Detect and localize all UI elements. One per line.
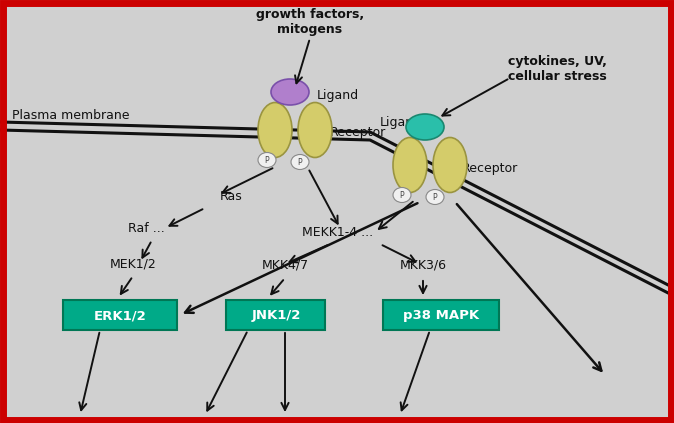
Ellipse shape xyxy=(298,102,332,157)
Text: cytokines, UV,
cellular stress: cytokines, UV, cellular stress xyxy=(508,55,607,83)
Text: Plasma membrane: Plasma membrane xyxy=(12,109,129,121)
Text: MEKK1-4 ...: MEKK1-4 ... xyxy=(302,225,373,239)
Text: Receptor: Receptor xyxy=(462,162,518,175)
Text: MKK4/7: MKK4/7 xyxy=(262,258,309,272)
Ellipse shape xyxy=(393,137,427,192)
Ellipse shape xyxy=(258,102,292,157)
Ellipse shape xyxy=(433,137,467,192)
Text: JNK1/2: JNK1/2 xyxy=(251,310,301,322)
Ellipse shape xyxy=(271,79,309,105)
Text: Raf ...: Raf ... xyxy=(128,222,164,234)
Ellipse shape xyxy=(291,154,309,170)
Text: Ras: Ras xyxy=(220,190,243,203)
Text: growth factors,
mitogens: growth factors, mitogens xyxy=(256,8,364,36)
Text: MEK1/2: MEK1/2 xyxy=(110,258,157,270)
Ellipse shape xyxy=(426,190,444,204)
Text: Ligand: Ligand xyxy=(317,88,359,102)
Text: P: P xyxy=(265,156,270,165)
FancyBboxPatch shape xyxy=(63,300,177,330)
Text: MKK3/6: MKK3/6 xyxy=(400,258,447,272)
Text: P: P xyxy=(433,192,437,201)
Ellipse shape xyxy=(406,114,444,140)
Text: P: P xyxy=(298,157,303,167)
Text: P: P xyxy=(400,190,404,200)
FancyBboxPatch shape xyxy=(383,300,499,330)
Ellipse shape xyxy=(258,153,276,168)
Text: Ligand: Ligand xyxy=(380,115,422,129)
Ellipse shape xyxy=(393,187,411,203)
Text: p38 MAPK: p38 MAPK xyxy=(403,310,479,322)
Text: ERK1/2: ERK1/2 xyxy=(94,310,146,322)
Text: Receptor: Receptor xyxy=(330,126,386,138)
FancyBboxPatch shape xyxy=(226,300,325,330)
